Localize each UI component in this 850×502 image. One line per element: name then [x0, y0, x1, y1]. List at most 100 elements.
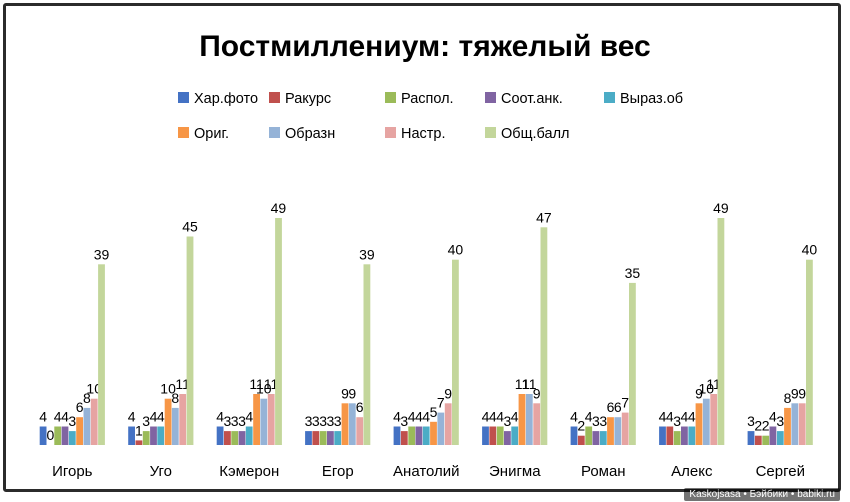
bar: [769, 426, 777, 445]
legend-swatch: [178, 92, 189, 103]
data-label: 3: [747, 413, 755, 429]
legend-swatch: [385, 127, 396, 138]
bar: [231, 431, 239, 445]
data-label: 4: [511, 409, 519, 425]
data-label: 3: [599, 413, 607, 429]
data-label: 3: [327, 413, 335, 429]
data-label: 40: [802, 242, 818, 258]
data-label: 3: [305, 413, 313, 429]
bar: [444, 403, 452, 445]
bar: [319, 431, 327, 445]
category-label: Роман: [581, 463, 626, 480]
bar: [533, 403, 541, 445]
data-label: 9: [533, 385, 541, 401]
bar: [267, 394, 275, 445]
data-label: 1: [135, 422, 143, 438]
data-label: 8: [784, 390, 792, 406]
data-label: 3: [224, 413, 232, 429]
data-label: 8: [171, 390, 179, 406]
bar: [710, 394, 718, 445]
legend-swatch: [485, 127, 496, 138]
data-label: 9: [348, 385, 356, 401]
data-label: 4: [393, 409, 401, 425]
legend-label: Общ.балл: [501, 126, 570, 142]
bar: [762, 435, 770, 445]
bar: [747, 431, 755, 445]
bar: [585, 426, 593, 445]
data-label: 9: [798, 385, 806, 401]
data-label: 4: [150, 409, 158, 425]
bar: [570, 426, 578, 445]
bar: [356, 417, 364, 445]
data-label: 3: [334, 413, 342, 429]
data-label: 4: [408, 409, 416, 425]
legend-label: Ориг.: [194, 126, 229, 142]
bar: [437, 412, 445, 445]
bar: [224, 431, 231, 445]
bar: [54, 426, 62, 445]
data-label: 45: [182, 219, 198, 235]
bar: [776, 431, 784, 445]
legend-label: Выраз.об: [620, 91, 683, 107]
bar: [348, 403, 356, 445]
bar: [400, 431, 408, 445]
bar: [629, 282, 636, 445]
bar: [717, 218, 725, 445]
category-label: Кэмерон: [219, 463, 279, 480]
data-label: 11: [175, 376, 190, 392]
data-label: 7: [437, 395, 445, 411]
data-label: 5: [430, 404, 438, 420]
data-label: 3: [400, 413, 408, 429]
bar: [408, 426, 416, 445]
data-label: 4: [570, 409, 578, 425]
bar: [61, 426, 69, 445]
category-label: Уго: [150, 463, 172, 480]
data-label: 4: [666, 409, 674, 425]
bar: [592, 431, 600, 445]
data-label: 4: [681, 409, 689, 425]
legend-swatch: [269, 127, 280, 138]
bar: [754, 435, 762, 445]
data-label: 4: [54, 409, 62, 425]
data-label: 10: [160, 381, 176, 397]
bar: [806, 259, 813, 445]
data-label: 3: [504, 413, 512, 429]
bar: [275, 218, 282, 445]
data-label: 11: [522, 376, 537, 392]
bar: [621, 412, 629, 445]
legend-label: Настр.: [401, 126, 446, 142]
data-label: 0: [47, 427, 55, 443]
data-label: 9: [341, 385, 349, 401]
data-label: 4: [489, 409, 497, 425]
bar: [39, 426, 47, 445]
data-label: 3: [312, 413, 320, 429]
legend-swatch: [485, 92, 496, 103]
data-label: 3: [776, 413, 784, 429]
data-label: 9: [791, 385, 799, 401]
bar: [415, 426, 423, 445]
data-label: 6: [607, 399, 615, 415]
data-label: 4: [39, 409, 47, 425]
bar: [525, 394, 533, 445]
data-label: 4: [659, 409, 667, 425]
data-label: 35: [625, 265, 641, 281]
data-label: 4: [769, 409, 777, 425]
data-label: 47: [536, 209, 552, 225]
data-label: 39: [359, 246, 375, 262]
legend: Хар.фото Ракурс Распол. Соот.анк. Выраз.об Ор…: [178, 91, 683, 142]
chart-frame: Постмиллениум: тяжелый вес Хар.фото Ракур…: [3, 3, 841, 492]
bar: [253, 394, 260, 445]
bar: [659, 426, 666, 445]
chart-title: Постмиллениум: тяжелый вес: [199, 30, 651, 63]
bar: [363, 264, 371, 445]
bar: [504, 431, 511, 445]
bar: [142, 431, 150, 445]
data-label: 10: [256, 381, 272, 397]
bar: [666, 426, 674, 445]
data-label: 4: [496, 409, 504, 425]
data-label: 4: [157, 409, 165, 425]
watermark-text: Kaskojsasa • Бэйбики • babiki.ru: [684, 488, 840, 501]
data-label: 4: [61, 409, 69, 425]
category-labels: Игорь Уго Кэмерон Егор Анатолий Энигма Роман Ал…: [52, 463, 805, 480]
bar: [798, 403, 806, 445]
